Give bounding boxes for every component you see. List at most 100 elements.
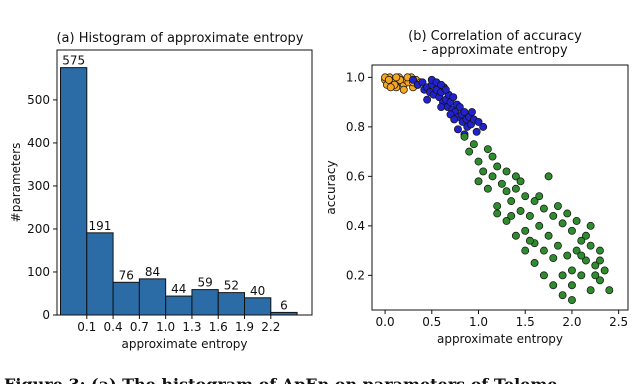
point	[525, 236, 534, 245]
point	[535, 221, 544, 230]
point	[553, 202, 562, 211]
x-tick-label: 1.0	[156, 320, 175, 334]
point	[493, 162, 502, 171]
value-label: 84	[145, 265, 160, 279]
point	[469, 140, 478, 149]
point	[479, 167, 488, 176]
y-tick-label: 1.0	[346, 70, 365, 84]
point	[437, 103, 446, 112]
x-tick-label: 1.6	[209, 320, 228, 334]
point	[530, 259, 539, 267]
point	[549, 254, 558, 262]
y-tick-label: 300	[27, 179, 50, 193]
bar	[86, 232, 114, 316]
point	[502, 167, 511, 176]
value-label: 575	[62, 54, 85, 68]
x-tick-label: 1.3	[182, 320, 201, 334]
point	[386, 83, 395, 92]
y-tick-label: 400	[27, 136, 50, 150]
point	[586, 221, 595, 230]
point	[488, 172, 497, 181]
value-label: 44	[171, 282, 186, 296]
point	[483, 184, 492, 193]
point	[449, 93, 458, 102]
point	[511, 231, 520, 240]
value-label: 59	[197, 276, 212, 290]
axes-frame	[371, 64, 629, 311]
point	[549, 281, 558, 290]
y-axis-label: accuracy	[324, 160, 338, 214]
point	[558, 219, 567, 228]
point	[544, 172, 553, 181]
point	[558, 271, 567, 280]
point	[488, 152, 497, 161]
axes-frame	[56, 49, 313, 316]
x-axis-label: approximate entropy	[121, 337, 247, 351]
bar	[191, 289, 219, 316]
point	[572, 246, 581, 255]
point	[418, 78, 427, 87]
point	[409, 75, 418, 84]
point	[582, 256, 590, 265]
point	[497, 179, 506, 188]
point	[544, 231, 553, 240]
y-tick-label: 0.4	[346, 219, 365, 233]
y-tick-label: 200	[27, 222, 50, 236]
point	[567, 281, 576, 290]
point	[567, 296, 576, 305]
point	[535, 192, 544, 201]
bar	[138, 278, 167, 316]
point	[558, 291, 567, 300]
point	[493, 202, 502, 211]
chart-title: (a) Histogram of approximate entropy	[56, 31, 303, 46]
point	[455, 103, 464, 112]
value-label: 6	[280, 298, 288, 312]
point	[454, 125, 462, 134]
point	[441, 85, 450, 94]
point	[591, 261, 600, 270]
bar	[112, 281, 140, 316]
point	[399, 85, 408, 94]
point	[465, 147, 474, 156]
point	[472, 127, 481, 136]
chart-title: - approximate entropy	[422, 43, 568, 58]
point	[384, 75, 393, 84]
chart-title: (b) Correlation of accuracy	[408, 29, 582, 44]
point	[392, 73, 401, 82]
value-label: 76	[119, 268, 134, 282]
point	[521, 192, 530, 201]
point	[483, 145, 492, 154]
bar	[165, 295, 193, 316]
x-tick-label: 2.0	[562, 315, 581, 329]
y-tick-label: 0	[42, 308, 50, 322]
point	[474, 157, 483, 166]
y-axis-label: #parameters	[9, 143, 23, 223]
value-label: 52	[224, 279, 239, 293]
point	[502, 216, 511, 225]
point	[423, 95, 432, 104]
point	[507, 197, 516, 206]
point	[577, 236, 586, 245]
y-tick-label: 0.2	[346, 268, 365, 282]
x-tick-label: 0.1	[77, 320, 96, 334]
point	[591, 271, 600, 280]
x-tick-label: 2.5	[609, 315, 628, 329]
point	[502, 187, 511, 196]
point	[516, 177, 525, 186]
bar	[60, 67, 88, 316]
bar	[217, 292, 246, 316]
y-tick-label: 500	[27, 93, 50, 107]
x-tick-label: 0.7	[130, 320, 149, 334]
point	[596, 276, 604, 285]
y-tick-label: 100	[27, 265, 50, 279]
point	[530, 197, 539, 206]
x-tick-label: 1.5	[516, 315, 535, 329]
x-tick-label: 2.2	[261, 320, 280, 334]
point	[572, 216, 581, 225]
point	[563, 251, 572, 260]
point	[493, 209, 502, 218]
point	[596, 256, 604, 265]
point	[553, 241, 562, 250]
point	[539, 271, 548, 280]
